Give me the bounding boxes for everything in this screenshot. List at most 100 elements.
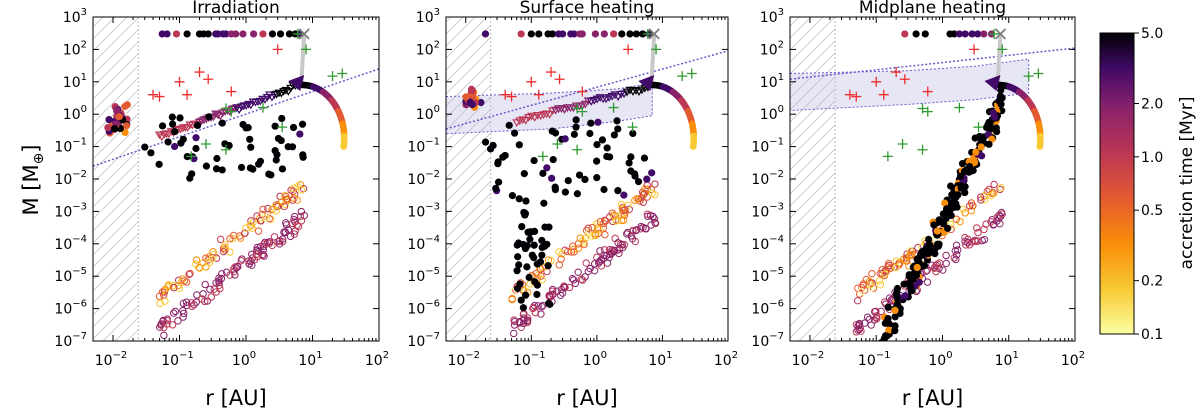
observed-hot-marker	[844, 89, 855, 100]
observed-hot-marker	[500, 89, 511, 100]
planet-point	[239, 120, 247, 129]
planet-point	[593, 174, 601, 182]
planet-point	[997, 100, 1005, 108]
open-circle-point	[537, 310, 545, 318]
open-circle-point	[560, 283, 568, 292]
isolation-point	[269, 91, 279, 100]
observed-cool-marker	[277, 122, 288, 133]
open-circle-point	[270, 233, 279, 241]
planet-point	[523, 263, 531, 271]
open-circle-point	[231, 271, 239, 279]
planet-point	[900, 280, 908, 288]
open-circle-point	[923, 278, 932, 286]
y-tick-label: 10−7	[54, 331, 87, 350]
planet-point	[925, 235, 933, 243]
planet-point	[570, 130, 578, 138]
hatched-region	[790, 17, 836, 341]
planet-point	[246, 135, 254, 143]
y-tick-label: 10−1	[751, 137, 784, 156]
giant-point	[901, 30, 909, 38]
y-tick-label: 100	[416, 104, 440, 123]
open-circle-point	[870, 307, 879, 316]
planet-point	[878, 338, 885, 341]
open-circle-point	[174, 317, 182, 325]
open-circle-point	[643, 210, 652, 218]
planet-point	[271, 122, 279, 130]
open-circle-point	[582, 226, 591, 235]
planet-point	[492, 184, 500, 192]
planet-point	[218, 119, 226, 127]
observed-hot-marker	[533, 89, 544, 100]
open-circle-point	[571, 279, 580, 288]
giant-point	[632, 30, 640, 38]
planet-point	[627, 167, 635, 175]
giant-point	[639, 30, 647, 38]
open-circle-point	[206, 285, 214, 294]
giant-planet-series	[901, 30, 996, 38]
open-circle-point	[171, 307, 180, 316]
open-circle-point	[160, 331, 168, 340]
open-circle-point	[962, 241, 970, 249]
observed-cool-marker	[642, 28, 653, 39]
open-circle-point	[577, 275, 585, 283]
planet-point	[891, 327, 899, 335]
open-circle-point	[545, 292, 554, 301]
planet-point	[884, 314, 892, 323]
planet-point	[519, 240, 527, 249]
giant-point	[961, 30, 969, 38]
planet-point	[564, 177, 572, 185]
open-circle-point	[953, 251, 961, 259]
planet-point	[477, 98, 485, 107]
planet-point	[977, 143, 985, 151]
open-circle-point	[997, 184, 1005, 192]
open-circle-point	[987, 191, 995, 200]
planet-point	[965, 157, 973, 165]
open-circle-point	[186, 269, 194, 278]
x-tick-label: 102	[714, 350, 738, 369]
open-circle-point	[610, 246, 619, 255]
open-circle-point	[216, 284, 224, 293]
observed-hot-marker	[871, 76, 882, 87]
observed-hot-marker	[272, 44, 283, 55]
y-tick-label: 101	[760, 72, 784, 91]
isolation-point	[227, 105, 237, 114]
planet-cloud-series	[878, 86, 1006, 341]
giant-point	[968, 30, 976, 38]
observed-hot-marker	[506, 91, 517, 102]
planet-point	[586, 129, 594, 138]
open-circle-point	[290, 215, 298, 224]
open-circle-point	[968, 238, 976, 246]
open-circle-point	[593, 224, 602, 232]
planet-point	[489, 141, 497, 150]
observed-hot-marker	[546, 67, 557, 78]
planet-point	[511, 129, 519, 137]
open-circle-point	[875, 277, 884, 285]
planet-point	[956, 172, 965, 180]
open-circle-point	[247, 222, 255, 230]
observed-cool-marker	[627, 122, 638, 133]
planet-point	[575, 171, 584, 179]
planet-point	[985, 140, 993, 148]
giant-point	[481, 30, 490, 38]
open-circle-point	[954, 246, 962, 254]
planet-point	[205, 113, 213, 121]
giant-point	[535, 30, 543, 38]
end-marker	[648, 28, 660, 40]
open-circle-point	[586, 264, 594, 273]
open-circle-point	[942, 259, 950, 268]
planet-point	[536, 258, 545, 266]
planet-point	[249, 165, 257, 173]
planet-point	[954, 191, 962, 199]
open-circle-point	[158, 288, 167, 296]
x-tick-label: 102	[1061, 350, 1085, 369]
open-circle-point	[617, 216, 626, 225]
planet-point	[533, 290, 541, 299]
colorbar-tick-label: 2.0	[1141, 97, 1163, 113]
open-circle-point	[293, 221, 301, 229]
isolation-point	[580, 100, 590, 109]
observed-cool-marker	[257, 102, 268, 113]
observed-cool-marker	[677, 71, 688, 82]
giant-point	[527, 30, 535, 38]
open-circle-point	[555, 261, 563, 269]
isolation-point	[281, 86, 291, 95]
